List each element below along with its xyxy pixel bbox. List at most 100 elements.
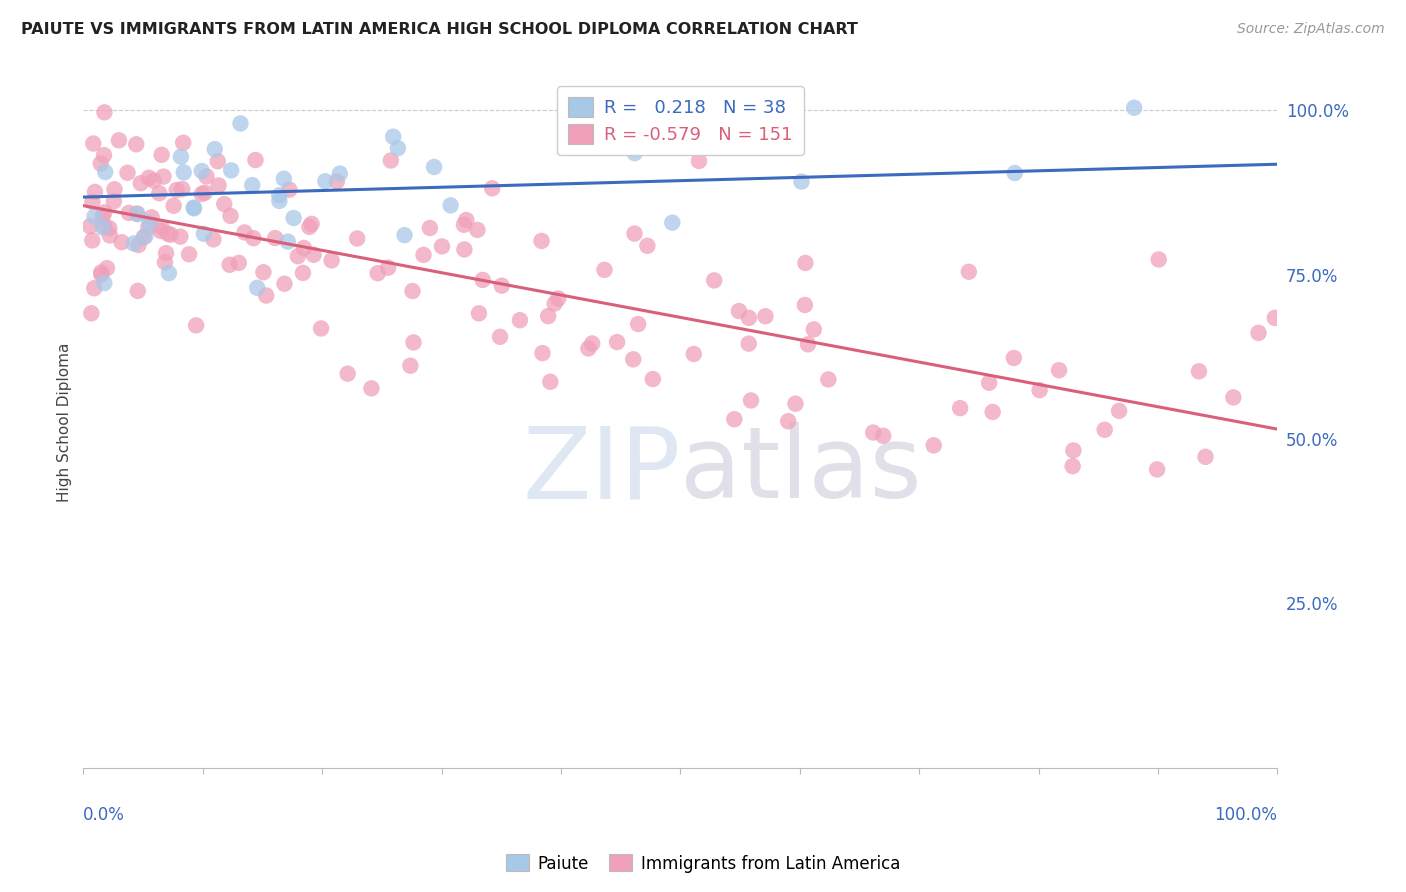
Point (399, 359, 422, 373)
Point (298, 219, 321, 234)
Point (195, 169, 218, 184)
Point (218, 258, 240, 272)
Point (723, 412, 745, 426)
Point (228, 256, 250, 270)
Point (740, 393, 762, 408)
Point (538, 375, 561, 389)
Point (152, 169, 174, 184)
Point (291, 266, 314, 280)
Text: 100.0%: 100.0% (1215, 805, 1278, 823)
Point (302, 248, 325, 262)
Text: atlas: atlas (681, 423, 922, 519)
Point (134, 229, 156, 244)
Point (173, 165, 195, 179)
Point (412, 248, 434, 262)
Point (794, 256, 817, 270)
Point (738, 310, 761, 325)
Point (593, 263, 616, 277)
Point (90, 268, 112, 282)
Point (82, 194, 104, 209)
Point (1247, 326, 1270, 340)
Point (82, 234, 104, 248)
Point (872, 429, 894, 443)
Point (1222, 390, 1244, 404)
Point (326, 174, 349, 188)
Point (862, 425, 884, 440)
Point (287, 249, 309, 263)
Point (754, 310, 776, 324)
Point (83, 210, 105, 224)
Point (91, 210, 114, 224)
Point (127, 207, 149, 221)
Point (360, 381, 382, 395)
Point (172, 182, 194, 196)
Point (1123, 101, 1146, 115)
Point (103, 182, 125, 196)
Text: Source: ZipAtlas.com: Source: ZipAtlas.com (1237, 22, 1385, 37)
Point (254, 288, 277, 302)
Point (439, 198, 461, 212)
Y-axis label: High School Diploma: High School Diploma (58, 343, 72, 502)
Point (242, 231, 264, 245)
Point (264, 231, 287, 245)
Point (219, 163, 242, 178)
Legend: R =   0.218   N = 38, R = -0.579   N = 151: R = 0.218 N = 38, R = -0.579 N = 151 (557, 87, 803, 155)
Point (481, 181, 503, 195)
Point (252, 265, 274, 279)
Point (219, 209, 242, 223)
Point (149, 224, 172, 238)
Point (98, 221, 121, 235)
Point (184, 318, 207, 333)
Point (329, 167, 352, 181)
Point (803, 322, 825, 336)
Point (84, 185, 107, 199)
Point (245, 153, 267, 167)
Point (96, 261, 118, 276)
Point (309, 321, 332, 335)
Point (128, 238, 150, 252)
Text: 0.0%: 0.0% (83, 805, 125, 823)
Point (111, 235, 134, 249)
Point (159, 227, 181, 242)
Point (423, 160, 446, 174)
Point (728, 304, 751, 318)
Point (778, 414, 800, 428)
Point (793, 298, 815, 312)
Point (623, 227, 645, 241)
Point (150, 148, 173, 162)
Point (277, 235, 299, 249)
Point (93, 105, 115, 120)
Point (94, 165, 117, 179)
Point (321, 253, 343, 268)
Point (1004, 166, 1026, 180)
Point (817, 372, 839, 386)
Point (581, 336, 603, 351)
Point (177, 247, 200, 261)
Point (453, 218, 475, 232)
Point (136, 220, 159, 235)
Point (93, 276, 115, 290)
Point (214, 197, 236, 211)
Point (142, 174, 165, 188)
Point (141, 211, 163, 225)
Point (193, 227, 215, 241)
Point (125, 206, 148, 220)
Point (314, 174, 336, 188)
Point (1188, 364, 1211, 378)
Point (785, 397, 807, 411)
Point (1094, 423, 1116, 437)
Point (127, 284, 149, 298)
Point (377, 260, 399, 275)
Point (977, 376, 1000, 390)
Point (90, 266, 112, 280)
Point (1264, 310, 1286, 325)
Point (688, 153, 710, 168)
Point (80, 306, 103, 320)
Point (79, 219, 101, 234)
Point (537, 309, 560, 323)
Point (170, 150, 193, 164)
Point (83, 281, 105, 295)
Point (91, 220, 114, 235)
Point (738, 336, 761, 351)
Point (682, 347, 704, 361)
